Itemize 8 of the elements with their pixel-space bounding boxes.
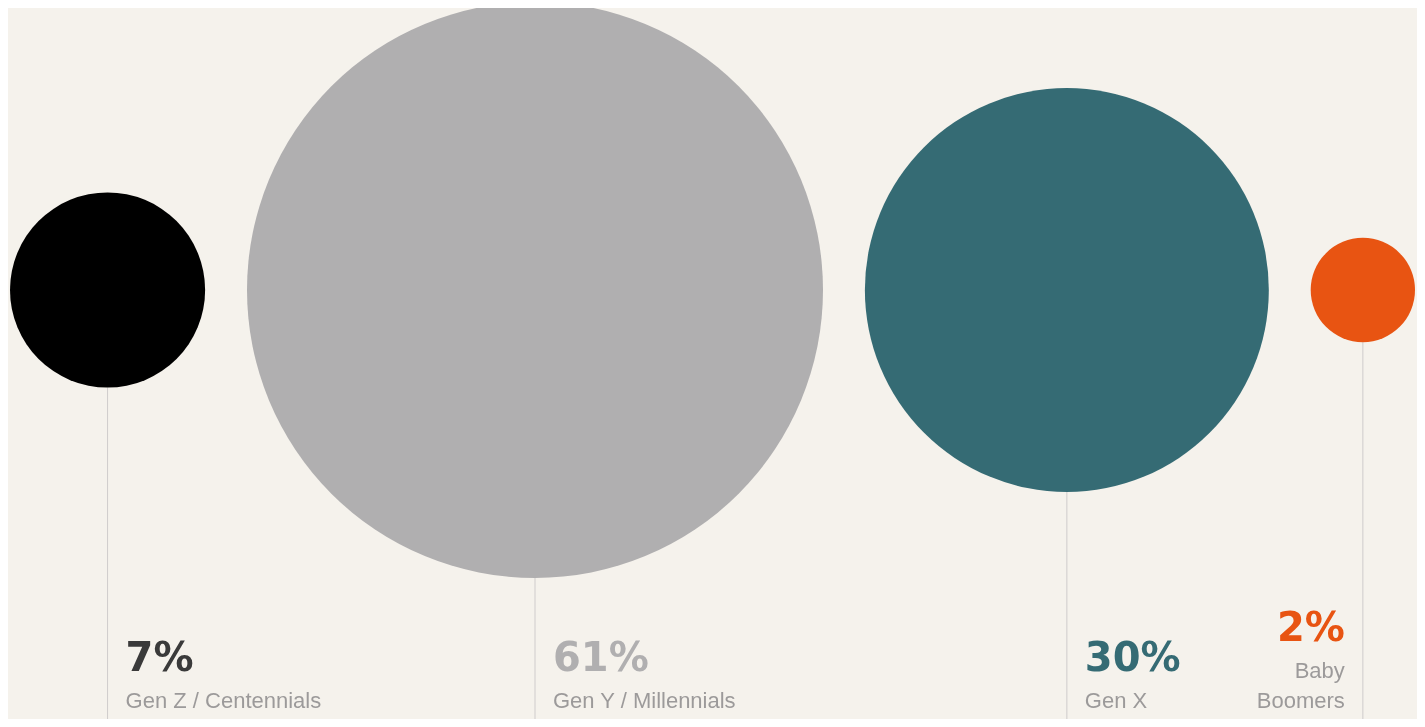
data-label: 61% [553,634,649,680]
category-label: Gen X [1084,687,1148,713]
data-label: 30% [1084,634,1181,680]
category-label: Baby Boomers [1256,657,1345,713]
category-label: Gen Z / Centennials [125,687,322,713]
category-label: Gen Y / Millennials [553,687,736,713]
data-label: 2% [1276,604,1345,650]
data-label: 7% [125,634,194,680]
